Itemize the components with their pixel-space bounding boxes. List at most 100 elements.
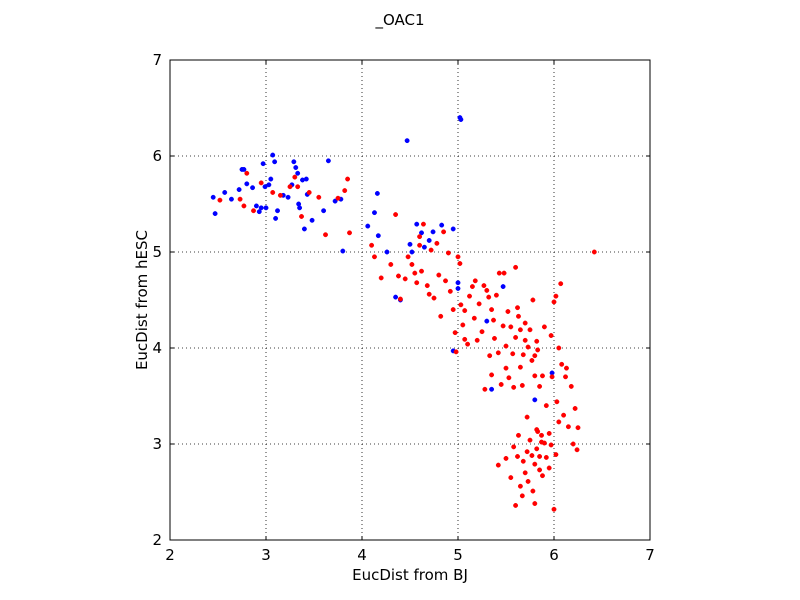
data-point-series-1 xyxy=(519,493,525,499)
data-point-series-1 xyxy=(471,315,477,321)
data-point-series-1 xyxy=(556,419,562,425)
data-point-series-1 xyxy=(527,437,533,443)
y-tick-label: 2 xyxy=(152,531,162,549)
data-point-series-1 xyxy=(287,184,293,190)
data-point-series-1 xyxy=(277,192,283,198)
data-point-series-1 xyxy=(397,296,403,302)
data-point-series-1 xyxy=(426,291,432,297)
data-point-series-0 xyxy=(404,138,410,144)
data-point-series-1 xyxy=(393,212,399,218)
data-point-series-0 xyxy=(484,318,490,324)
data-point-series-1 xyxy=(441,229,447,235)
data-point-series-1 xyxy=(455,254,461,260)
data-point-series-1 xyxy=(465,341,471,347)
data-point-series-0 xyxy=(426,238,432,243)
data-point-series-0 xyxy=(212,211,218,217)
data-point-series-1 xyxy=(484,287,490,293)
data-point-series-0 xyxy=(365,223,371,229)
data-point-series-1 xyxy=(434,240,440,246)
data-point-series-1 xyxy=(539,432,544,438)
data-point-series-1 xyxy=(258,180,264,186)
data-point-series-1 xyxy=(511,444,517,450)
data-point-series-0 xyxy=(372,210,377,216)
data-point-series-0 xyxy=(332,198,338,204)
data-point-series-1 xyxy=(524,414,530,420)
data-point-series-0 xyxy=(268,176,274,182)
data-point-series-1 xyxy=(270,190,276,195)
data-point-series-1 xyxy=(295,184,301,190)
data-point-series-1 xyxy=(574,447,580,453)
data-point-series-1 xyxy=(244,170,250,176)
data-point-series-1 xyxy=(563,374,568,380)
data-point-series-1 xyxy=(532,373,538,379)
data-point-series-1 xyxy=(452,330,458,336)
data-point-series-1 xyxy=(516,432,521,438)
data-point-series-1 xyxy=(548,442,554,448)
data-point-series-1 xyxy=(535,347,541,353)
data-point-series-1 xyxy=(520,352,526,358)
data-point-series-1 xyxy=(568,383,574,389)
data-point-series-1 xyxy=(510,351,516,357)
plot-frame xyxy=(169,59,651,541)
data-point-series-1 xyxy=(515,454,520,459)
y-tick-label: 7 xyxy=(152,51,162,69)
data-point-series-0 xyxy=(374,190,380,196)
data-point-series-1 xyxy=(519,382,525,388)
data-point-series-0 xyxy=(455,280,461,286)
data-point-series-0 xyxy=(273,215,279,221)
x-tick-label: 4 xyxy=(357,546,367,564)
data-point-series-1 xyxy=(570,441,576,447)
data-point-series-1 xyxy=(564,365,569,371)
x-tick-label: 3 xyxy=(261,546,271,564)
data-point-series-1 xyxy=(559,361,565,367)
data-point-series-0 xyxy=(295,170,301,176)
data-point-series-0 xyxy=(244,181,250,187)
data-point-series-1 xyxy=(460,322,466,328)
data-point-series-0 xyxy=(384,249,390,255)
y-tick-label: 6 xyxy=(152,147,162,165)
data-point-series-0 xyxy=(407,241,413,247)
data-point-series-1 xyxy=(540,473,545,479)
data-point-series-1 xyxy=(438,313,444,319)
data-point-series-1 xyxy=(527,327,533,333)
data-point-series-1 xyxy=(469,284,475,290)
data-point-series-1 xyxy=(402,276,408,282)
data-point-series-1 xyxy=(515,305,520,311)
data-point-series-1 xyxy=(529,453,535,458)
data-point-series-1 xyxy=(534,338,540,344)
data-point-series-1 xyxy=(522,337,528,343)
x-tick-label: 6 xyxy=(549,546,559,564)
data-point-series-0 xyxy=(270,152,276,158)
data-point-series-0 xyxy=(272,159,278,165)
data-point-series-1 xyxy=(505,309,511,314)
data-points xyxy=(210,115,597,512)
data-point-series-1 xyxy=(419,268,424,274)
data-point-series-1 xyxy=(525,478,531,484)
data-point-series-1 xyxy=(445,250,451,256)
data-point-series-1 xyxy=(447,288,453,294)
data-point-series-0 xyxy=(421,244,427,250)
data-point-series-1 xyxy=(558,281,564,287)
data-point-series-1 xyxy=(565,424,571,430)
data-point-series-1 xyxy=(476,301,482,307)
data-point-series-1 xyxy=(492,335,497,341)
data-point-series-1 xyxy=(489,307,495,313)
data-point-series-0 xyxy=(263,205,269,211)
data-point-series-1 xyxy=(520,458,526,464)
data-point-series-1 xyxy=(548,333,554,338)
data-point-series-0 xyxy=(260,161,266,167)
data-point-series-1 xyxy=(541,440,547,446)
data-point-series-0 xyxy=(275,208,280,214)
data-point-series-1 xyxy=(508,324,514,330)
data-point-series-1 xyxy=(551,299,557,305)
data-point-series-1 xyxy=(498,382,504,387)
data-point-series-1 xyxy=(472,278,478,284)
data-point-series-1 xyxy=(241,203,247,209)
data-point-series-0 xyxy=(266,182,272,188)
data-point-series-1 xyxy=(503,365,509,371)
data-point-series-0 xyxy=(450,226,456,232)
data-point-series-1 xyxy=(513,264,519,270)
data-point-series-1 xyxy=(517,364,523,370)
data-point-series-1 xyxy=(457,261,463,266)
data-point-series-0 xyxy=(430,229,436,235)
